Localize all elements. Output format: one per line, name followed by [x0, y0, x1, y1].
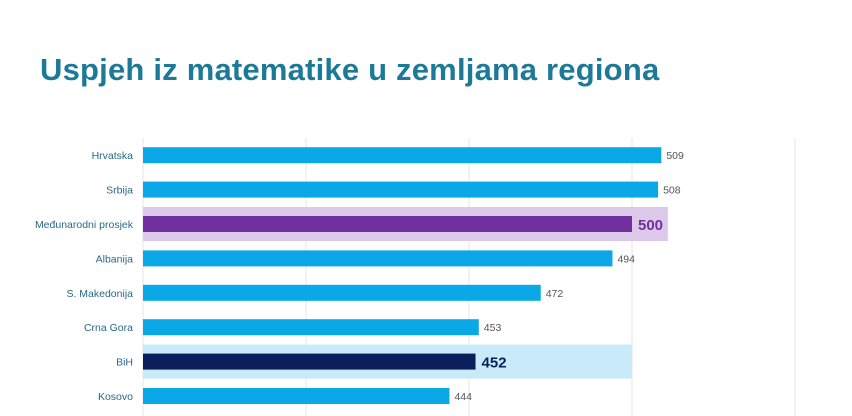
category-label: Hrvatska — [92, 150, 134, 162]
value-label: 500 — [638, 217, 663, 234]
bar — [143, 388, 450, 404]
value-label: 452 — [482, 355, 507, 372]
value-label: 509 — [666, 150, 684, 162]
value-label: 494 — [617, 253, 635, 265]
chart-title: Uspjeh iz matematike u zemljama regiona — [40, 52, 660, 87]
bar — [143, 353, 476, 370]
value-label: 508 — [663, 185, 681, 197]
category-label: Kosovo — [98, 391, 133, 403]
bar — [143, 147, 662, 164]
bar — [143, 319, 479, 336]
bar — [143, 250, 613, 267]
category-label: Crna Gora — [84, 322, 133, 334]
category-label: BiH — [116, 357, 133, 369]
bar — [143, 216, 632, 232]
bar — [143, 181, 659, 198]
category-label: Albanija — [96, 253, 134, 265]
category-label: Međunarodni prosjek — [35, 219, 134, 231]
value-label: 444 — [454, 391, 472, 403]
category-label: S. Makedonija — [66, 288, 133, 300]
value-label: 472 — [546, 288, 564, 300]
category-label: Srbija — [106, 185, 133, 197]
bar — [143, 284, 541, 301]
value-label: 453 — [484, 322, 502, 334]
